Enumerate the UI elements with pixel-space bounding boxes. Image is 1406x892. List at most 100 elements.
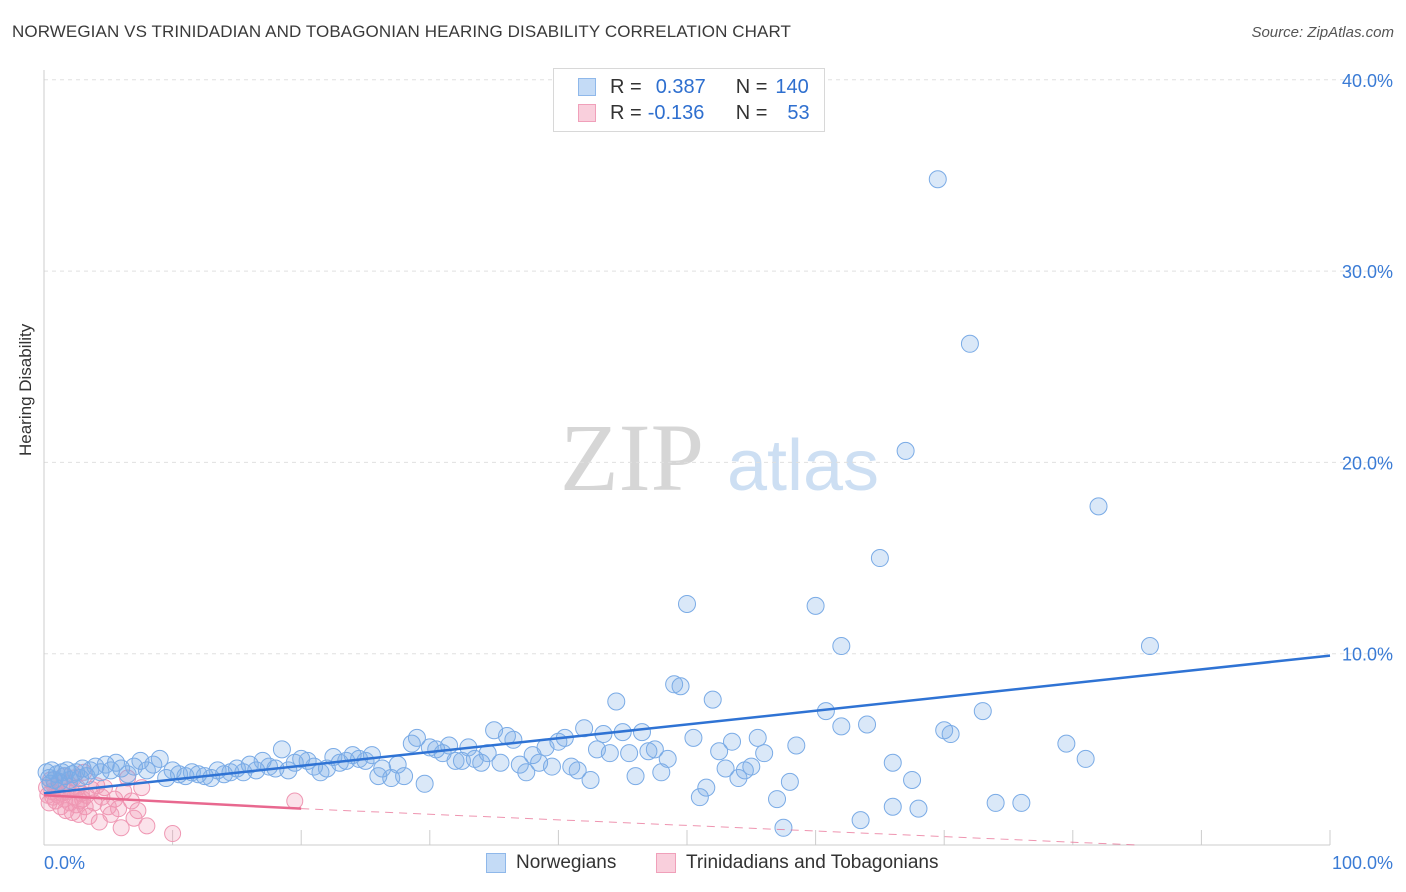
data-point-norwegian xyxy=(690,788,709,807)
legend-n-value: 140 xyxy=(775,75,809,98)
y-tick-label: 40.0% xyxy=(1342,71,1393,91)
data-point-norwegian xyxy=(665,675,684,694)
data-point-trinidadian xyxy=(129,802,147,820)
data-point-norwegian xyxy=(407,728,426,747)
data-point-norwegian xyxy=(491,753,510,772)
correlation-legend: R = 0.387 N = 140 R = -0.136 N = 53 xyxy=(553,68,825,132)
data-point-norwegian xyxy=(941,725,960,744)
data-point-norwegian xyxy=(504,730,523,749)
y-tick-label: 30.0% xyxy=(1342,262,1393,282)
data-point-norwegian xyxy=(446,751,465,770)
data-point-norwegian xyxy=(658,749,677,768)
legend-label-trinidadians: Trinidadians and Tobagonians xyxy=(686,852,939,873)
data-point-norwegian xyxy=(645,740,664,759)
y-tick-labels: 10.0% 20.0% 30.0% 40.0% xyxy=(1342,71,1393,665)
data-point-norwegian xyxy=(832,717,851,736)
watermark-atlas: atlas xyxy=(727,426,879,506)
data-point-norwegian xyxy=(575,719,594,738)
data-point-norwegian xyxy=(780,772,799,791)
data-point-norwegian xyxy=(607,692,626,711)
data-point-norwegian xyxy=(1076,749,1095,768)
data-point-norwegian xyxy=(909,799,928,818)
data-point-trinidadian xyxy=(57,802,75,820)
data-point-norwegian xyxy=(716,759,735,778)
data-point-norwegian xyxy=(883,797,902,816)
data-point-norwegian xyxy=(806,596,825,615)
data-point-norwegian xyxy=(626,767,645,786)
x-tick-label: 0.0% xyxy=(44,853,85,873)
data-point-norwegian xyxy=(150,749,169,768)
watermark: ZIP atlas xyxy=(560,404,879,511)
x-tick-labels: 0.0% 100.0% xyxy=(44,853,1393,873)
x-tick-label: 100.0% xyxy=(1332,853,1393,873)
legend-swatch-trinidadians xyxy=(578,104,596,122)
data-point-norwegian xyxy=(684,728,703,747)
data-point-trinidadian xyxy=(286,792,304,810)
data-point-norwegian xyxy=(639,742,658,761)
data-point-norwegian xyxy=(858,715,877,734)
data-point-norwegian xyxy=(1057,734,1076,753)
legend-label-norwegians: Norwegians xyxy=(516,852,617,873)
data-point-norwegian xyxy=(568,761,587,780)
trend-lines xyxy=(43,654,1331,846)
data-point-norwegian xyxy=(1140,637,1159,656)
source-label: Source: ZipAtlas.com xyxy=(1251,24,1394,41)
data-point-norwegian xyxy=(395,767,414,786)
data-point-norwegian xyxy=(973,702,992,721)
data-point-norwegian xyxy=(510,755,529,774)
data-point-norwegian xyxy=(620,744,639,763)
data-point-norwegian xyxy=(755,744,774,763)
data-point-trinidadian xyxy=(80,807,98,825)
data-point-norwegian xyxy=(415,774,434,793)
legend-r-value: -0.136 xyxy=(647,101,705,124)
legend-n-value: 53 xyxy=(787,101,810,124)
legend-row-trinidadians: R = -0.136 N = 53 xyxy=(578,101,810,125)
legend-r-label: R = xyxy=(610,101,642,124)
legend-swatch-trinidadians xyxy=(656,853,676,873)
data-point-norwegian xyxy=(729,769,748,788)
data-point-norwegian xyxy=(710,742,729,761)
legend-r-value: 0.387 xyxy=(655,75,706,98)
data-point-trinidadian xyxy=(164,825,182,843)
data-point-norwegian xyxy=(402,734,421,753)
data-point-trinidadian xyxy=(125,809,143,827)
data-point-norwegian xyxy=(832,637,851,656)
legend-swatch-norwegians xyxy=(578,78,596,96)
data-point-trinidadian xyxy=(110,800,128,818)
data-point-norwegian xyxy=(600,744,619,763)
data-point-norwegian xyxy=(903,770,922,789)
data-point-trinidadian xyxy=(138,817,156,835)
data-point-norwegian xyxy=(107,753,126,772)
data-point-norwegian xyxy=(742,757,761,776)
legend-n-label: N = xyxy=(735,101,768,124)
data-point-norwegian xyxy=(581,770,600,789)
legend-r-label: R = xyxy=(610,75,642,98)
series-legend: Norwegians Trinidadians and Tobagonians xyxy=(0,852,1406,878)
data-point-norwegian xyxy=(896,441,915,460)
legend-n-label: N = xyxy=(735,75,768,98)
data-point-norwegian xyxy=(870,549,889,568)
data-point-norwegian xyxy=(472,753,491,772)
data-point-norwegian xyxy=(986,793,1005,812)
data-point-norwegian xyxy=(768,790,787,809)
axes xyxy=(43,70,1331,846)
watermark-zip: ZIP xyxy=(560,404,704,511)
y-tick-label: 20.0% xyxy=(1342,453,1393,473)
chart-title: NORWEGIAN VS TRINIDADIAN AND TOBAGONIAN … xyxy=(12,22,792,41)
y-axis-label: Hearing Disability xyxy=(16,323,35,456)
data-point-norwegian xyxy=(632,723,651,742)
data-point-norwegian xyxy=(960,334,979,353)
legend-item-trinidadians[interactable]: Trinidadians and Tobagonians xyxy=(656,852,938,874)
y-tick-label: 10.0% xyxy=(1342,645,1393,665)
trend-line-trinidadians xyxy=(43,794,302,810)
data-point-norwegian xyxy=(697,778,716,797)
data-point-norwegian xyxy=(774,818,793,837)
legend-item-norwegians[interactable]: Norwegians xyxy=(486,852,616,874)
data-point-norwegian xyxy=(272,740,291,759)
legend-row-norwegians: R = 0.387 N = 140 xyxy=(578,75,809,99)
data-point-norwegian xyxy=(703,690,722,709)
data-point-norwegian xyxy=(787,736,806,755)
legend-swatch-norwegians xyxy=(486,853,506,873)
data-point-norwegian xyxy=(373,759,392,778)
data-point-norwegian xyxy=(851,811,870,830)
